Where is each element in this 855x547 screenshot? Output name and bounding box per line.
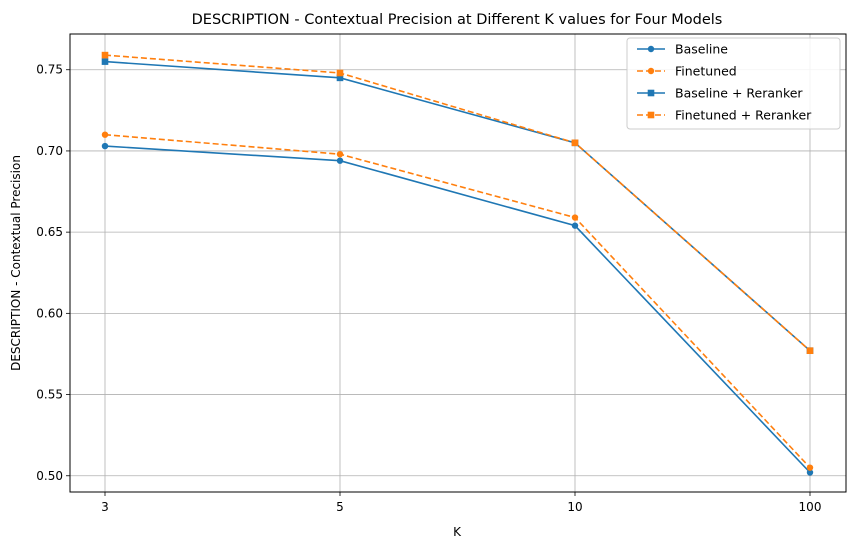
x-tick-label: 5 [336, 500, 344, 514]
data-point [571, 139, 579, 147]
data-point [571, 214, 579, 221]
y-tick-label: 0.75 [36, 63, 63, 77]
data-point [806, 464, 814, 471]
data-point [336, 157, 344, 164]
series-finetuned [101, 131, 814, 471]
y-axis-label: DESCRIPTION - Contextual Precision [9, 155, 23, 371]
x-tick-label: 10 [567, 500, 582, 514]
legend-label: Finetuned + Reranker [675, 108, 812, 123]
series-line [104, 54, 811, 352]
series-line [104, 60, 811, 352]
data-point [101, 142, 109, 150]
series-line [104, 133, 811, 469]
y-tick-label: 0.65 [36, 225, 63, 239]
legend-box [626, 37, 841, 130]
x-axis: 3 5 10 100 [101, 492, 821, 514]
x-tick-label: 3 [101, 500, 109, 514]
y-tick-label: 0.50 [36, 469, 63, 483]
data-point [336, 150, 344, 158]
data-point [336, 74, 344, 82]
series-finetuned-reranker [101, 51, 814, 355]
series-line [104, 145, 811, 474]
data-point [806, 347, 814, 355]
y-axis: 0.50 0.55 0.60 0.65 0.70 0.75 [36, 63, 70, 483]
data-point [101, 58, 109, 65]
y-tick-label: 0.70 [36, 144, 63, 158]
chart-title: DESCRIPTION - Contextual Precision at Di… [192, 12, 723, 28]
legend-marker [647, 111, 655, 119]
legend-marker [647, 67, 655, 75]
legend-item: Finetuned + Reranker [637, 108, 812, 123]
y-tick-label: 0.60 [36, 306, 63, 320]
x-axis-label: K [453, 525, 462, 539]
x-tick-label: 100 [799, 500, 822, 514]
legend-label: Baseline + Reranker [675, 86, 803, 101]
data-point [101, 131, 109, 138]
data-point [571, 222, 579, 229]
legend-marker [647, 89, 655, 97]
legend-label: Finetuned [675, 64, 737, 79]
data-point [806, 469, 814, 476]
legend-marker [647, 45, 655, 53]
legend-item: Finetuned [637, 64, 737, 79]
series-baseline [101, 142, 814, 476]
series-layer [101, 51, 814, 476]
legend-item: Baseline [637, 42, 728, 57]
data-point [336, 69, 344, 77]
legend-label: Baseline [675, 42, 728, 57]
legend-item: Baseline + Reranker [637, 86, 803, 101]
plot-frame [69, 33, 847, 493]
data-point [101, 51, 109, 59]
legend: Baseline Finetuned Baseline + Reranker Fine… [626, 37, 841, 130]
y-tick-label: 0.55 [36, 388, 63, 402]
